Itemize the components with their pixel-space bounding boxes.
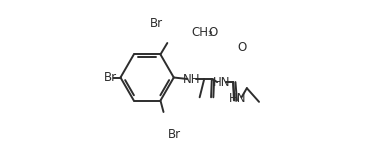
Text: HN: HN <box>213 76 231 89</box>
Text: HN: HN <box>229 92 246 105</box>
Text: O: O <box>209 26 218 39</box>
Text: Br: Br <box>104 71 117 84</box>
Text: O: O <box>237 41 246 54</box>
Text: NH: NH <box>183 73 201 86</box>
Text: Br: Br <box>150 17 163 30</box>
Text: CH₃: CH₃ <box>191 26 213 39</box>
Text: Br: Br <box>168 128 181 141</box>
